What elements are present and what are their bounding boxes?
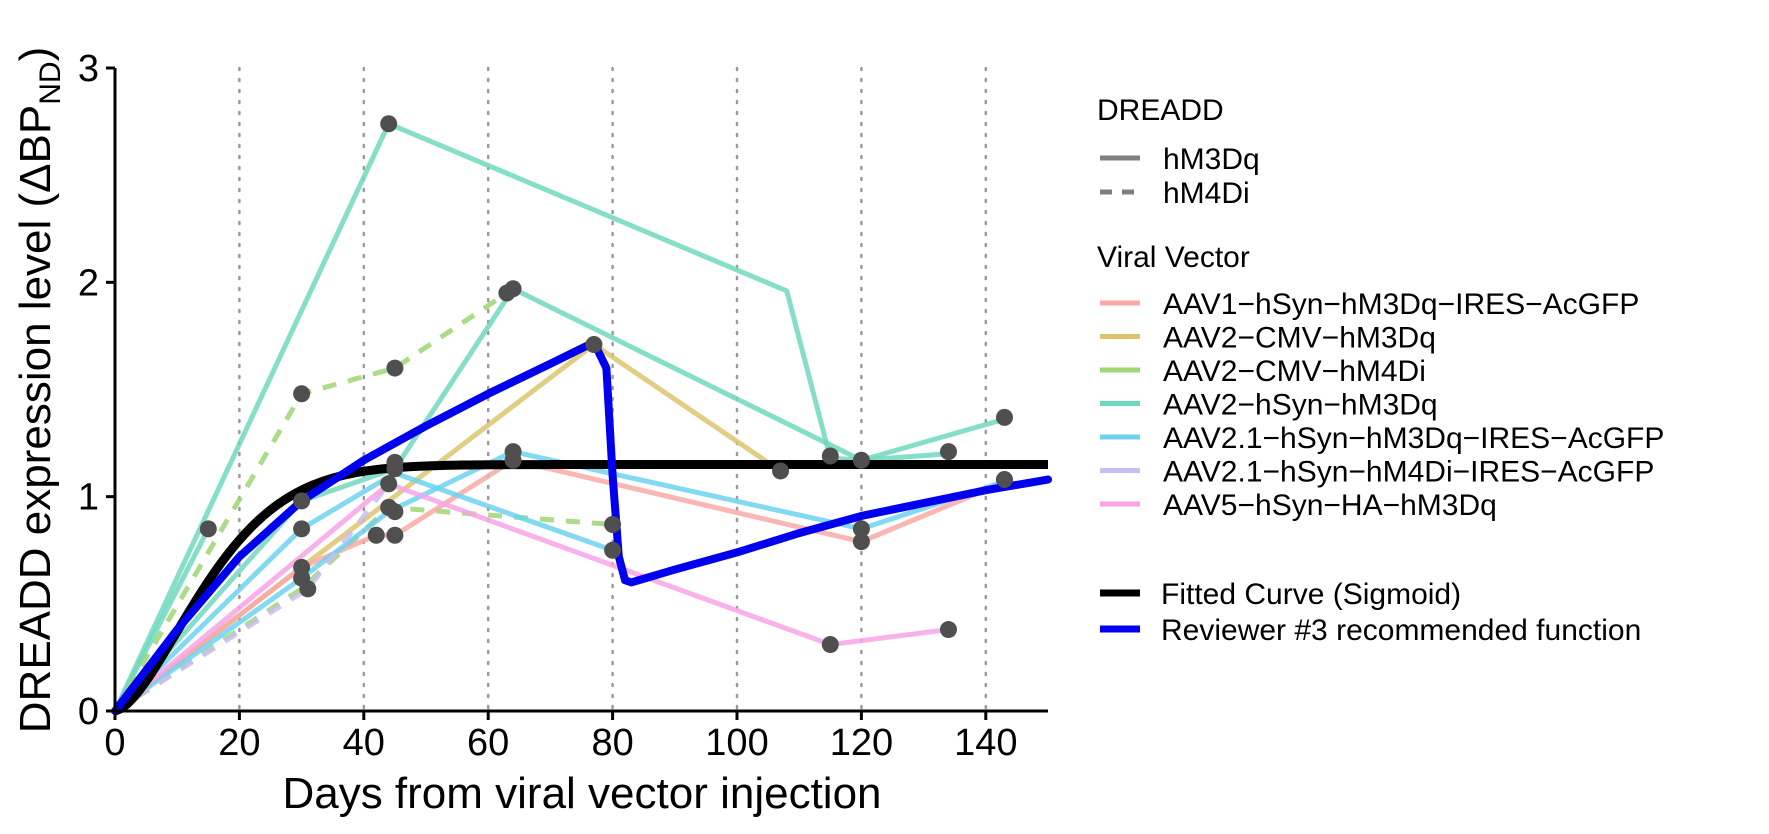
data-point: [821, 636, 839, 654]
legend-label: AAV2−CMV−hM3Dq: [1163, 322, 1436, 355]
data-point: [504, 443, 522, 461]
legend-label: AAV2−hSyn−hM3Dq: [1163, 389, 1438, 422]
data-point: [939, 443, 957, 461]
data-point: [293, 520, 311, 538]
data-point: [939, 621, 957, 639]
data-point: [852, 451, 870, 469]
y-axis-subscript: ND: [34, 61, 67, 104]
data-point: [367, 526, 385, 544]
data-point: [995, 471, 1013, 489]
series-line: [112, 449, 1014, 714]
x-tick-label: 40: [343, 722, 385, 764]
legend-label: AAV1−hSyn−hM3Dq−IRES−AcGFP: [1163, 288, 1639, 321]
series-line: [112, 481, 951, 714]
data-point: [293, 385, 311, 403]
data-point: [585, 335, 603, 353]
series-layer: [112, 121, 1014, 714]
data-point: [386, 359, 404, 377]
series-line: [112, 290, 509, 713]
x-tick-label: 100: [705, 722, 768, 764]
x-tick-label: 120: [830, 722, 893, 764]
data-point: [199, 520, 217, 538]
legend-label: Fitted Curve (Sigmoid): [1161, 578, 1461, 611]
points-layer: [199, 115, 1013, 654]
series-line: [112, 457, 1014, 714]
y-tick-label: 1: [78, 477, 99, 519]
data-point: [386, 526, 404, 544]
legend-title-viral-vector: Viral Vector: [1097, 241, 1250, 274]
y-axis-title: DREADD expression level (ΔBPND): [11, 47, 67, 733]
y-tick-label: 3: [78, 48, 99, 90]
x-tick-label: 140: [954, 722, 1017, 764]
x-tick-label: 80: [591, 722, 633, 764]
legend-label: hM4Di: [1163, 177, 1250, 210]
fit-layer: [111, 338, 1052, 716]
x-tick-label: 0: [104, 722, 125, 764]
series-line: [112, 470, 616, 714]
legend-label: AAV2.1−hSyn−hM4Di−IRES−AcGFP: [1163, 456, 1654, 489]
data-point: [821, 447, 839, 465]
legend-label: Reviewer #3 recommended function: [1161, 614, 1641, 647]
legend-label: AAV5−hSyn−HA−hM3Dq: [1163, 489, 1497, 522]
legend-title-dreadd: DREADD: [1097, 94, 1224, 127]
legend-label: AAV2−CMV−hM4Di: [1163, 355, 1426, 388]
series-line: [112, 286, 951, 714]
grid-lines: [238, 66, 988, 713]
series-line: [112, 121, 1014, 714]
y-tick-label: 0: [78, 691, 99, 733]
legend-label: hM3Dq: [1163, 143, 1260, 176]
data-point: [380, 475, 398, 493]
series-line: [113, 482, 391, 714]
data-point: [604, 541, 622, 559]
data-point: [380, 115, 398, 133]
data-point: [293, 492, 311, 510]
legend-label: AAV2.1−hSyn−hM3Dq−IRES−AcGFP: [1163, 422, 1664, 455]
data-point: [386, 503, 404, 521]
reviewer-function-curve: [111, 338, 1052, 715]
y-tick-label: 2: [78, 262, 99, 304]
data-point: [852, 533, 870, 551]
data-point: [604, 516, 622, 534]
x-tick-label: 60: [467, 722, 509, 764]
data-point: [995, 408, 1013, 426]
data-point: [852, 520, 870, 538]
data-point: [504, 280, 522, 298]
data-point: [386, 453, 404, 471]
fitted-sigmoid-curve: [113, 460, 1048, 716]
x-axis-title: Days from viral vector injection: [282, 769, 881, 818]
data-point: [299, 580, 317, 598]
axes: 0 20 40 60 80 100 120 140 0 1 2 3: [78, 48, 1048, 764]
data-point: [772, 462, 790, 480]
x-tick-label: 20: [218, 722, 260, 764]
